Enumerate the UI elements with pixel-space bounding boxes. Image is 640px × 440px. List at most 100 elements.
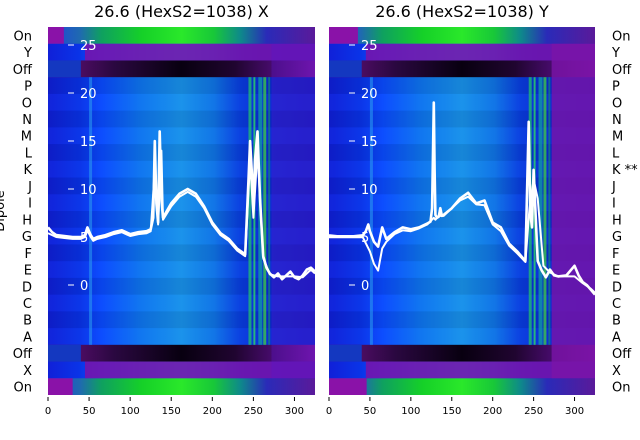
row-label: L xyxy=(25,146,33,161)
row-label: F xyxy=(612,247,619,262)
heatmap-row-band xyxy=(329,294,595,312)
x-tick-label: 50 xyxy=(83,406,96,417)
row-label: C xyxy=(23,297,32,312)
heatmap-row-band xyxy=(329,328,595,345)
overlay-trace xyxy=(329,178,595,294)
row-label: N xyxy=(612,113,622,128)
row-label: X xyxy=(612,364,621,379)
x-tick-label: 100 xyxy=(401,406,420,417)
row-label: M xyxy=(21,130,32,145)
x-tick-label: 200 xyxy=(483,406,502,417)
heatmap-artifact-stripe xyxy=(538,77,543,345)
heatmap-row-band xyxy=(48,294,315,312)
row-label: D xyxy=(612,280,622,295)
overlay-tick-label: 5 xyxy=(361,231,369,246)
row-label: J xyxy=(611,180,616,195)
row-label: Off xyxy=(612,63,632,78)
row-label: K ** xyxy=(612,163,638,178)
row-label: On xyxy=(14,29,32,44)
row-label: E xyxy=(612,264,620,279)
heatmap-row-off xyxy=(48,344,315,362)
row-label: I xyxy=(28,197,32,212)
row-label: On xyxy=(612,29,630,44)
chart-title: 26.6 (HexS2=1038) X xyxy=(94,2,269,21)
row-label: F xyxy=(25,247,32,262)
heatmap-row-band xyxy=(48,311,315,329)
heatmap-row-band xyxy=(48,110,315,128)
heatmap-base xyxy=(329,27,595,395)
heatmap-late-region xyxy=(271,43,315,379)
row-label: P xyxy=(612,80,620,95)
row-label: On xyxy=(612,381,630,396)
row-label: C xyxy=(612,297,621,312)
heatmap-row-band xyxy=(48,261,315,278)
x-tick-label: 0 xyxy=(45,406,51,417)
heatmap-artifact-stripe xyxy=(268,77,271,345)
overlay-tick-label: 15 xyxy=(80,135,97,150)
heatmap-row-on xyxy=(329,378,595,395)
row-label: G xyxy=(22,230,32,245)
heatmap-row-off-start xyxy=(48,344,81,362)
heatmap-row-band xyxy=(48,277,315,295)
heatmap-row-off xyxy=(329,344,595,362)
row-label: O xyxy=(612,96,622,111)
row-label: O xyxy=(22,96,32,111)
heatmap-late-region xyxy=(551,43,595,379)
heatmap-row-band xyxy=(329,261,595,278)
row-label: H xyxy=(612,213,622,228)
heatmap-onset-stripe xyxy=(369,77,373,345)
overlay-trace xyxy=(48,149,315,279)
row-label: A xyxy=(23,330,32,345)
heatmap-row-band xyxy=(48,244,315,262)
heatmap-row-on xyxy=(48,378,315,395)
row-label: K xyxy=(23,163,32,178)
x-tick-label: 100 xyxy=(121,406,140,417)
overlay-tick-label: 10 xyxy=(80,183,97,198)
overlay-tick-label: 0 xyxy=(80,279,88,294)
panel-right: 0 5 10 15 20 25 26.6 (HexS2=1038) Y On Y Off PONML… xyxy=(326,2,638,417)
x-tick-label: 0 xyxy=(326,406,332,417)
heatmap-row-on-start xyxy=(329,27,358,44)
heatmap-row-band xyxy=(329,194,595,211)
row-label: A xyxy=(612,330,621,345)
heatmap-row-band xyxy=(329,277,595,295)
overlay-tick-label: 0 xyxy=(361,279,369,294)
overlay-tick-label: 25 xyxy=(361,39,378,54)
heatmap-row-off xyxy=(329,60,595,78)
heatmap-row-edge xyxy=(84,43,315,61)
x-tick-label: 250 xyxy=(524,406,543,417)
row-label: B xyxy=(23,314,32,329)
heatmap-row-off-start xyxy=(329,344,362,362)
heatmap-base xyxy=(48,27,315,395)
row-label: Y xyxy=(611,46,620,61)
row-label: N xyxy=(22,113,32,128)
heatmap-row-band xyxy=(48,127,315,145)
row-label: J xyxy=(27,180,32,195)
x-tick-label: 150 xyxy=(162,406,181,417)
heatmap-row-off-start xyxy=(48,60,81,78)
overlay-trace xyxy=(48,130,315,281)
row-label: B xyxy=(612,314,621,329)
heatmap-artifact-stripe xyxy=(543,77,547,345)
row-label: Y xyxy=(23,46,32,61)
row-label: E xyxy=(24,264,32,279)
heatmap-row-on-start xyxy=(48,27,64,44)
heatmap-artifact-stripe xyxy=(548,77,551,345)
x-tick-label: 150 xyxy=(442,406,461,417)
x-tick-label: 300 xyxy=(565,406,584,417)
heatmap-artifact-stripe xyxy=(263,77,267,345)
row-label: Off xyxy=(612,347,632,362)
heatmap-artifact-stripe xyxy=(248,77,252,345)
heatmap-row-band xyxy=(48,77,315,94)
chart-title: 26.6 (HexS2=1038) Y xyxy=(375,2,549,21)
overlay-tick-label: 20 xyxy=(361,87,378,102)
heatmap-row-on-start xyxy=(48,378,73,395)
heatmap-row-on xyxy=(48,27,315,44)
x-tick-label: 50 xyxy=(364,406,377,417)
overlay-tick-label: 15 xyxy=(361,135,378,150)
row-label: Off xyxy=(13,347,33,362)
row-label: P xyxy=(24,80,32,95)
heatmap-row-band xyxy=(329,93,595,111)
